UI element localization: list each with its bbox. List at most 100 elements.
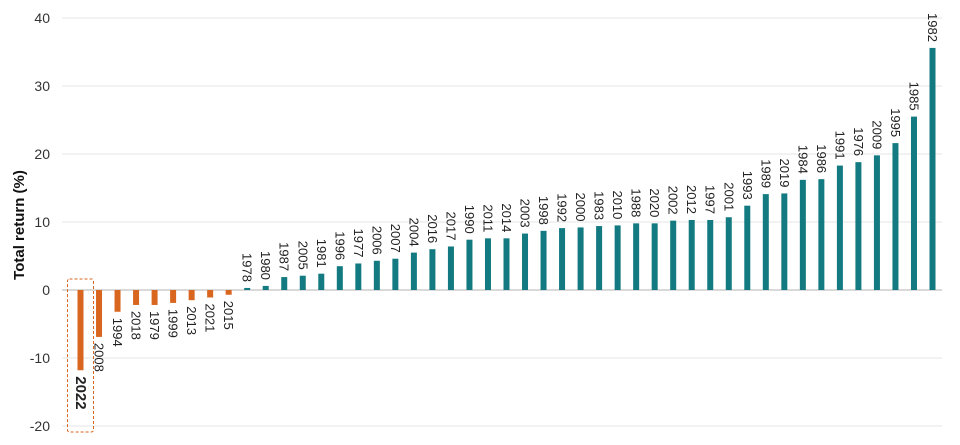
bar-1992 — [559, 228, 566, 290]
bar-label-2016: 2016 — [425, 214, 440, 243]
bar-2003 — [522, 233, 529, 290]
bar-label-2000: 2000 — [573, 193, 588, 222]
y-tick-label: -10 — [30, 350, 50, 366]
bar-2000 — [577, 227, 584, 290]
bar-1984 — [799, 179, 806, 290]
bar-2002 — [670, 220, 677, 290]
bar-label-1987: 1987 — [277, 242, 292, 271]
bar-label-2010: 2010 — [610, 190, 625, 219]
bar-label-2006: 2006 — [369, 226, 384, 255]
bar-label-1983: 1983 — [592, 191, 607, 220]
bar-1981 — [318, 273, 325, 290]
bar-label-2004: 2004 — [406, 218, 421, 247]
bar-1982 — [929, 47, 936, 290]
bar-label-1995: 1995 — [888, 108, 903, 137]
bar-label-1999: 1999 — [166, 309, 181, 338]
bar-2006 — [373, 260, 380, 290]
highlight-box — [67, 278, 94, 433]
bar-label-2007: 2007 — [388, 224, 403, 253]
bar-label-1986: 1986 — [814, 144, 829, 173]
bar-2008 — [96, 290, 103, 337]
bar-2007 — [392, 258, 399, 290]
bar-1991 — [836, 165, 843, 290]
bar-1996 — [336, 266, 343, 290]
bar-label-1979: 1979 — [147, 311, 162, 340]
bar-2014 — [503, 238, 510, 290]
y-tick-label: 0 — [42, 282, 50, 298]
bars — [77, 47, 936, 371]
bar-2012 — [688, 219, 695, 290]
bar-2020 — [651, 223, 658, 290]
bar-label-1997: 1997 — [703, 185, 718, 214]
bar-2004 — [410, 252, 417, 290]
bar-2019 — [781, 193, 788, 290]
y-tick-label: 20 — [34, 146, 50, 162]
bar-1993 — [744, 205, 751, 290]
bar-label-1978: 1978 — [240, 253, 255, 282]
bar-label-2015: 2015 — [221, 301, 236, 330]
bar-label-2018: 2018 — [129, 311, 144, 340]
bar-label-2013: 2013 — [184, 306, 199, 335]
bar-1985 — [910, 116, 917, 290]
bar-1994 — [114, 290, 121, 312]
bar-1979 — [151, 290, 158, 305]
bar-label-1991: 1991 — [832, 131, 847, 160]
bar-label-1994: 1994 — [110, 318, 125, 347]
y-tick-label: 30 — [34, 78, 50, 94]
bar-1983 — [596, 226, 603, 290]
bar-2011 — [484, 238, 491, 290]
bar-label-1984: 1984 — [795, 145, 810, 174]
bar-1995 — [892, 143, 899, 290]
bar-label-2014: 2014 — [499, 203, 514, 232]
bar-label-2009: 2009 — [869, 120, 884, 149]
bar-1999 — [170, 290, 177, 303]
bar-label-2020: 2020 — [647, 188, 662, 217]
bar-label-2005: 2005 — [295, 241, 310, 270]
bar-label-1977: 1977 — [351, 229, 366, 258]
bar-label-2002: 2002 — [666, 186, 681, 215]
bar-2010 — [614, 225, 621, 290]
y-axis-label: Total return (%) — [11, 170, 28, 280]
bar-2021 — [207, 290, 214, 298]
y-tick-label: -20 — [30, 418, 50, 434]
bar-label-1981: 1981 — [314, 239, 329, 268]
bar-label-2008: 2008 — [92, 343, 107, 372]
bar-label-1998: 1998 — [536, 196, 551, 225]
bar-1989 — [762, 194, 769, 290]
bar-label-1989: 1989 — [758, 159, 773, 188]
bar-2005 — [299, 275, 306, 290]
bar-2001 — [725, 217, 732, 290]
y-tick-label: 40 — [34, 10, 50, 26]
bar-label-1988: 1988 — [629, 188, 644, 217]
bar-1998 — [540, 230, 547, 290]
bar-label-2021: 2021 — [203, 303, 218, 332]
bar-1978 — [244, 287, 251, 290]
bar-2016 — [429, 249, 436, 290]
y-axis-ticks: -20 -10 0 10 20 30 40 — [30, 10, 50, 434]
y-tick-label: 10 — [34, 214, 50, 230]
bar-label-1980: 1980 — [258, 251, 273, 280]
bar-2022 — [77, 290, 84, 371]
bar-label-2003: 2003 — [518, 199, 533, 228]
bar-1986 — [818, 179, 825, 290]
bar-2015 — [225, 290, 232, 295]
bar-1987 — [281, 277, 288, 290]
bar-label-1985: 1985 — [906, 82, 921, 111]
bar-label-2001: 2001 — [721, 182, 736, 211]
bar-label-2017: 2017 — [443, 212, 458, 241]
bar-label-2019: 2019 — [777, 159, 792, 188]
bar-2017 — [447, 246, 454, 290]
bar-label-1996: 1996 — [332, 231, 347, 260]
bar-label-1992: 1992 — [555, 193, 570, 222]
bar-label-1990: 1990 — [462, 205, 477, 234]
bar-label-1976: 1976 — [851, 127, 866, 156]
bar-1997 — [707, 219, 714, 290]
bar-1990 — [466, 239, 473, 290]
bar-label-1982: 1982 — [925, 13, 940, 42]
bar-1988 — [633, 223, 640, 290]
bar-1976 — [855, 162, 862, 290]
bar-label-2022: 2022 — [72, 376, 89, 409]
bar-2018 — [133, 290, 140, 305]
